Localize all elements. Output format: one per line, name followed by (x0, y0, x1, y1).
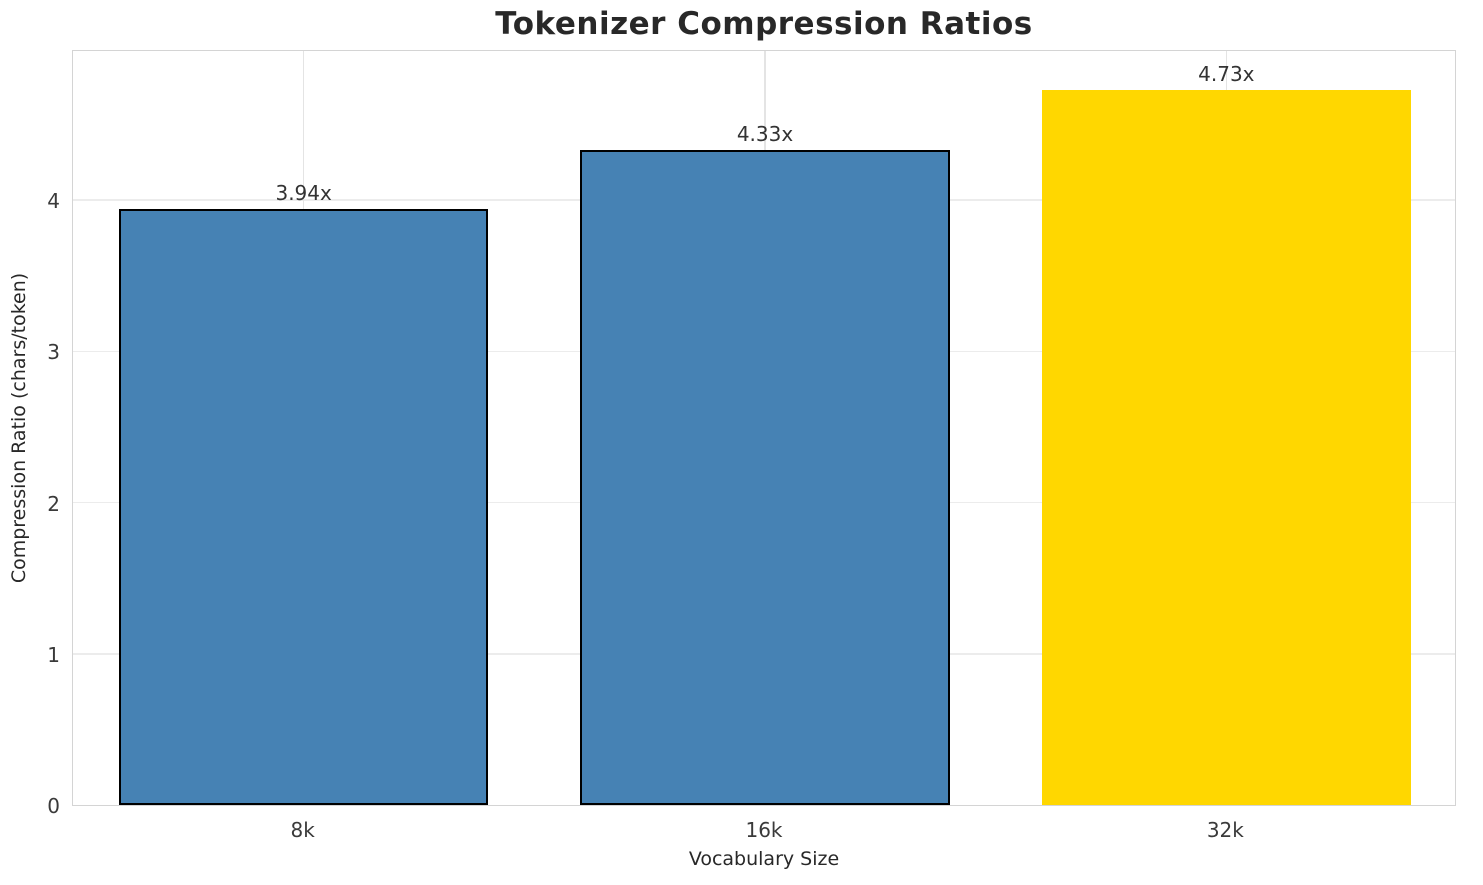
value-label-32k: 4.73x (1198, 61, 1255, 86)
chart-title: Tokenizer Compression Ratios (495, 6, 1033, 42)
x-axis-label: Vocabulary Size (688, 848, 840, 870)
value-label-8k: 3.94x (275, 181, 332, 206)
x-tick-label-16k: 16k (745, 818, 783, 842)
value-label-16k: 4.33x (736, 122, 794, 147)
bar-16k (580, 150, 950, 805)
y-axis-label: Compression Ratio (chars/token) (8, 272, 30, 584)
y-tick-label-0: 0 (47, 794, 60, 818)
y-tick-label-3: 3 (47, 340, 60, 365)
y-tick-label-4: 4 (47, 189, 60, 214)
y-tick-label-1: 1 (47, 642, 60, 667)
x-tick-label-32k: 32k (1206, 818, 1244, 842)
y-tick-label-2: 2 (47, 491, 60, 516)
bar-8k (119, 209, 489, 805)
x-tick-label-8k: 8k (290, 818, 315, 842)
bar-32k (1041, 89, 1411, 805)
plot-area: 3.94x 4.33x 4.73x (72, 50, 1456, 806)
